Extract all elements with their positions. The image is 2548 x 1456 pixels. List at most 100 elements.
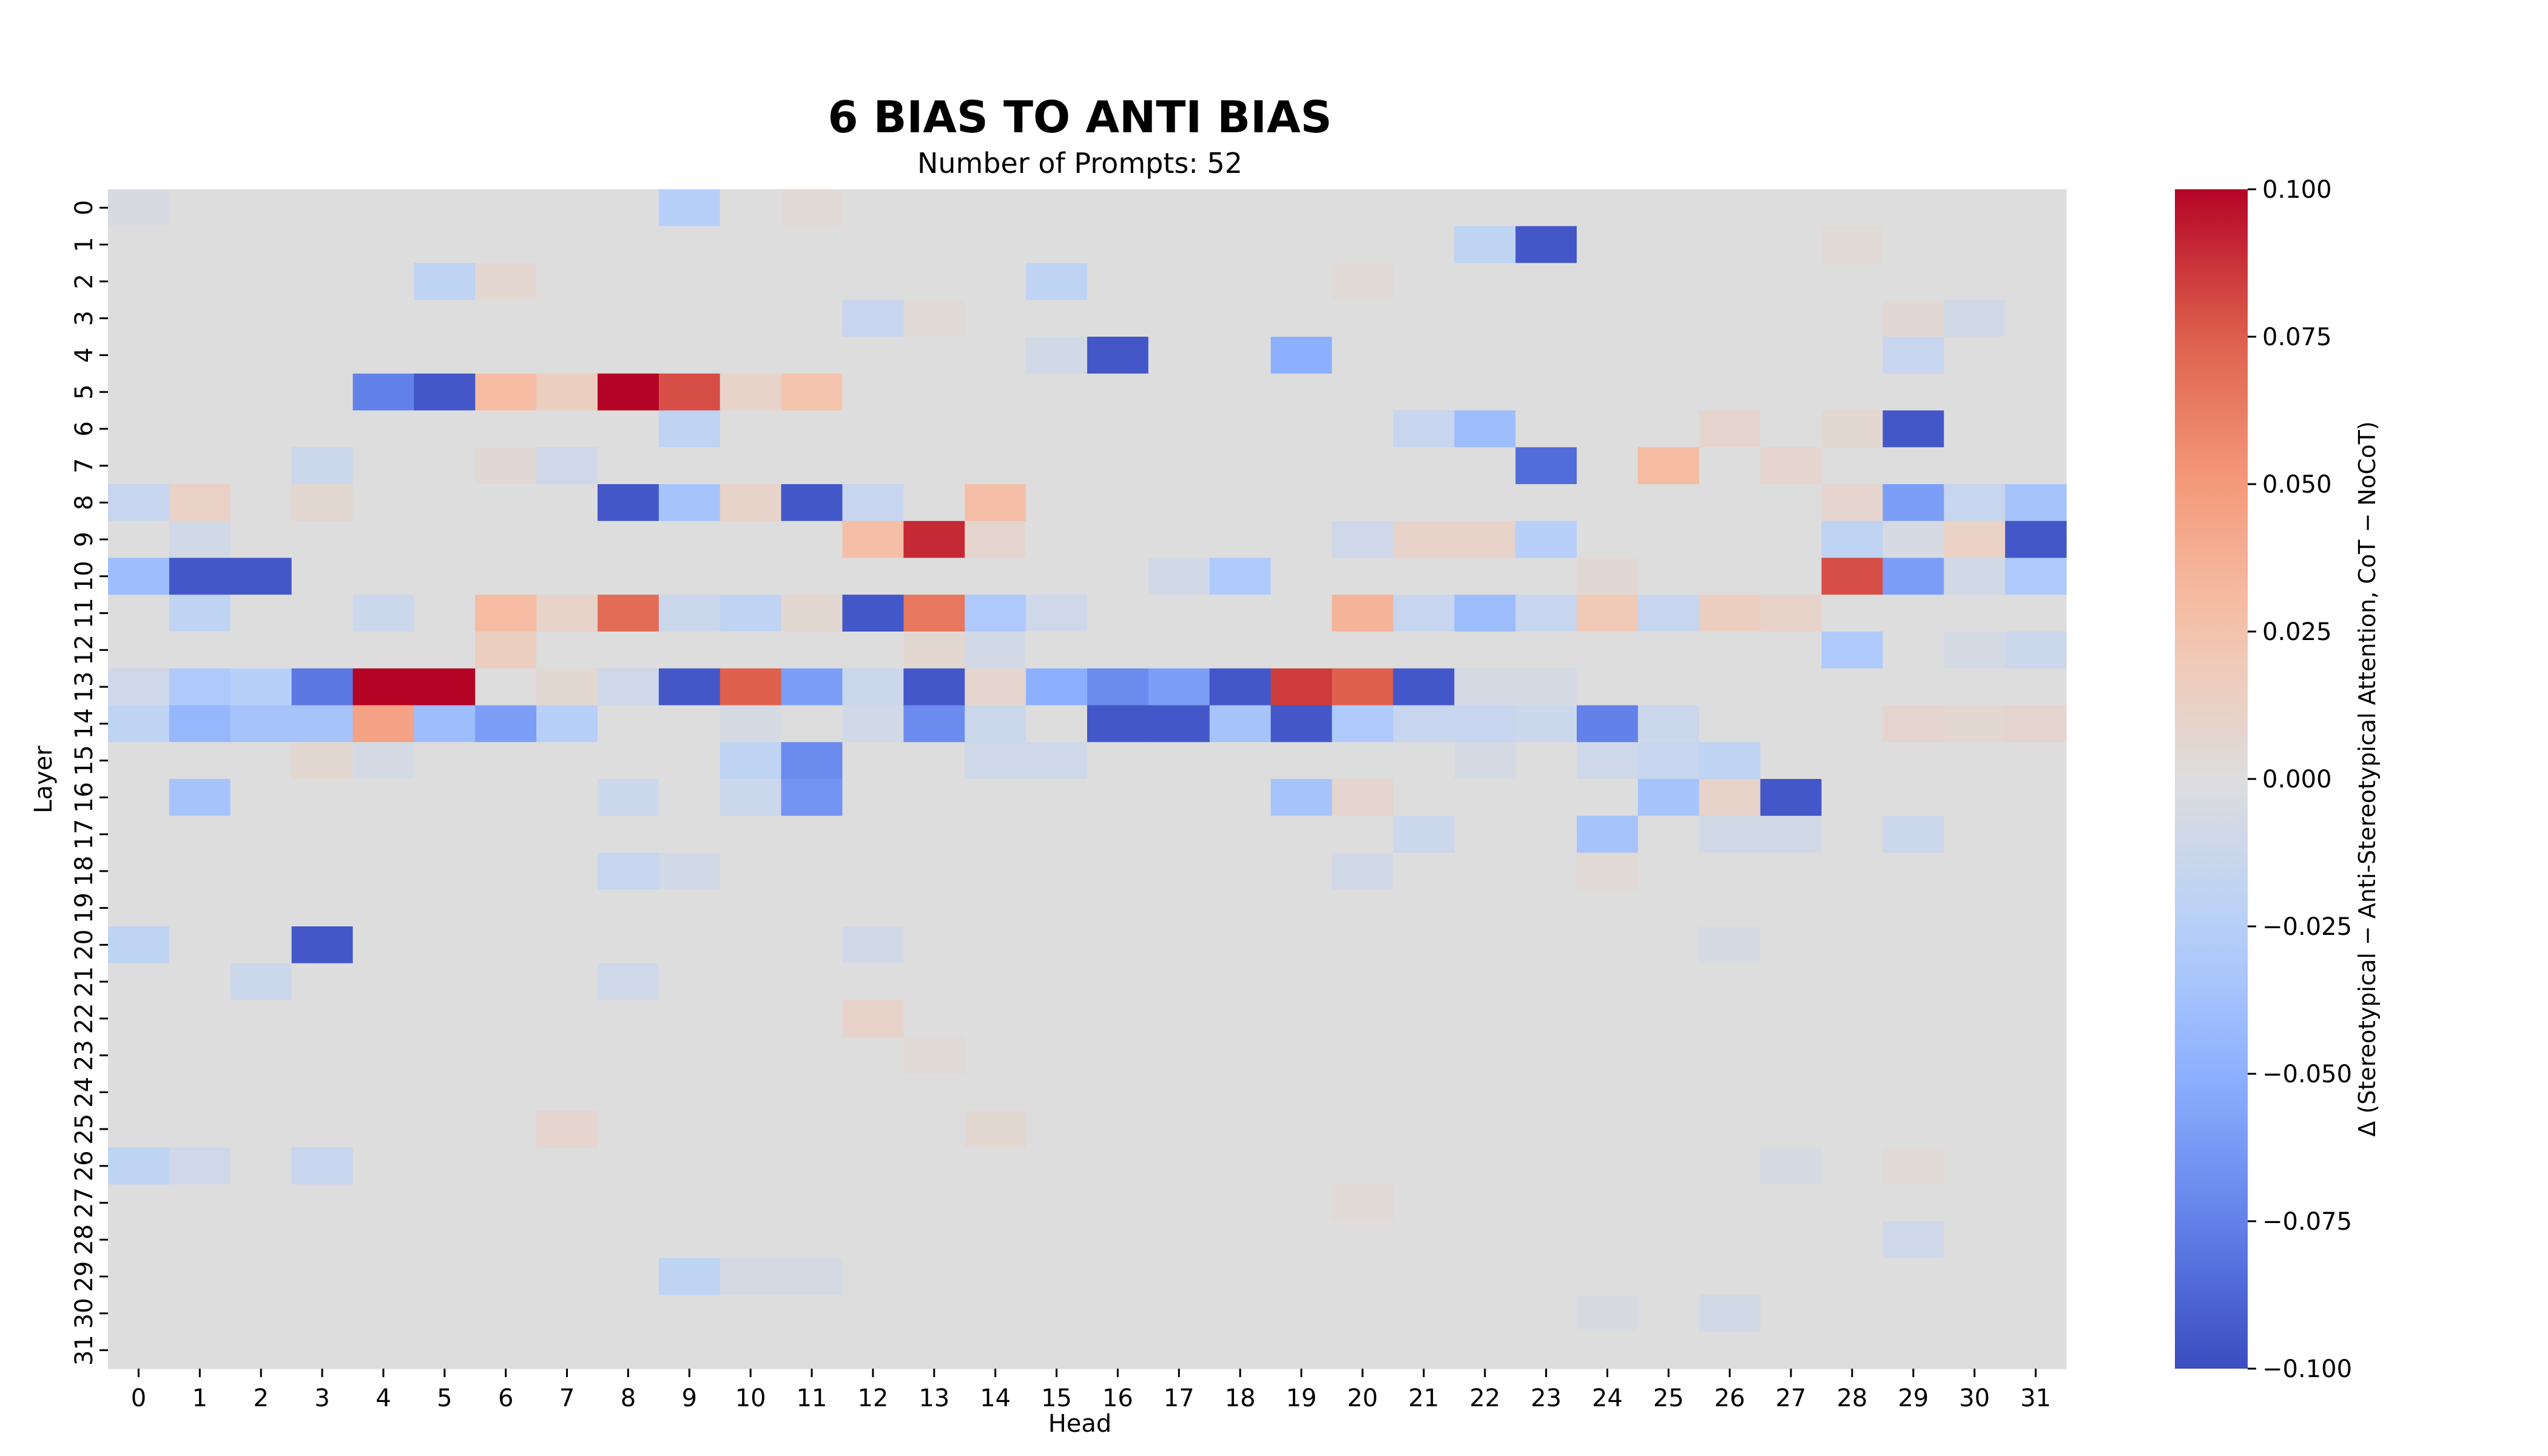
heatmap-cell-l10-h3 bbox=[291, 558, 354, 595]
heatmap-cell-l12-h29 bbox=[1882, 632, 1944, 669]
heatmap-cell-l28-h29 bbox=[1882, 1221, 1944, 1259]
heatmap-cell-l18-h31 bbox=[2005, 852, 2067, 890]
heatmap-cell-l20-h25 bbox=[1637, 926, 1700, 964]
heatmap-cell-l13-h8 bbox=[598, 668, 659, 706]
heatmap-cell-l26-h19 bbox=[1270, 1147, 1333, 1185]
heatmap-cell-l21-h20 bbox=[1332, 963, 1394, 1001]
heatmap-cell-l13-h2 bbox=[230, 668, 292, 706]
heatmap-cell-l19-h18 bbox=[1209, 889, 1272, 927]
heatmap-cell-l16-h1 bbox=[169, 779, 231, 817]
heatmap-cell-l9-h2 bbox=[230, 521, 292, 559]
heatmap-cell-l10-h4 bbox=[352, 558, 414, 595]
heatmap-cell-l1-h12 bbox=[842, 226, 904, 264]
heatmap-cell-l22-h7 bbox=[536, 1000, 598, 1037]
heatmap-cell-l20-h3 bbox=[291, 926, 354, 964]
heatmap-cell-l27-h31 bbox=[2005, 1184, 2067, 1222]
heatmap-cell-l11-h27 bbox=[1760, 595, 1822, 632]
heatmap-cell-l4-h6 bbox=[475, 337, 537, 374]
heatmap-cell-l5-h29 bbox=[1882, 373, 1944, 411]
heatmap-cell-l4-h14 bbox=[965, 337, 1026, 374]
heatmap-cell-l25-h12 bbox=[842, 1110, 904, 1148]
heatmap-cell-l5-h8 bbox=[598, 373, 659, 411]
heatmap-cell-l22-h28 bbox=[1821, 1000, 1883, 1037]
heatmap-cell-l23-h19 bbox=[1270, 1037, 1333, 1074]
heatmap-cell-l29-h2 bbox=[230, 1258, 292, 1296]
heatmap-cell-l26-h1 bbox=[169, 1147, 231, 1185]
heatmap-cell-l8-h19 bbox=[1270, 484, 1333, 522]
heatmap-cell-l27-h27 bbox=[1760, 1184, 1822, 1222]
heatmap-cell-l7-h17 bbox=[1148, 447, 1210, 485]
heatmap-cells bbox=[108, 189, 2067, 1369]
heatmap-cell-l4-h25 bbox=[1637, 337, 1700, 374]
heatmap-cell-l21-h30 bbox=[1944, 963, 2006, 1001]
heatmap-cell-l17-h13 bbox=[903, 815, 965, 854]
heatmap-cell-l22-h24 bbox=[1577, 1000, 1639, 1037]
x-tick-label: 27 bbox=[1776, 1384, 1807, 1412]
heatmap-cell-l6-h25 bbox=[1637, 410, 1700, 448]
heatmap-cell-l29-h7 bbox=[536, 1258, 598, 1296]
heatmap-cell-l0-h29 bbox=[1882, 189, 1944, 227]
heatmap-cell-l23-h31 bbox=[2005, 1037, 2067, 1074]
heatmap-cell-l26-h25 bbox=[1637, 1147, 1700, 1185]
heatmap-cell-l25-h7 bbox=[536, 1110, 598, 1148]
heatmap-cell-l23-h17 bbox=[1148, 1037, 1210, 1074]
heatmap-cell-l9-h1 bbox=[169, 521, 231, 559]
heatmap-cell-l31-h3 bbox=[291, 1332, 354, 1369]
heatmap-cell-l15-h6 bbox=[475, 742, 537, 780]
heatmap-cell-l10-h6 bbox=[475, 558, 537, 595]
heatmap-cell-l7-h11 bbox=[781, 447, 843, 485]
heatmap-cell-l25-h21 bbox=[1393, 1110, 1455, 1148]
heatmap-cell-l27-h8 bbox=[598, 1184, 659, 1222]
heatmap-cell-l4-h8 bbox=[598, 337, 659, 374]
heatmap-cell-l20-h7 bbox=[536, 926, 598, 964]
heatmap-cell-l12-h3 bbox=[291, 632, 354, 669]
heatmap-cell-l31-h29 bbox=[1882, 1332, 1944, 1369]
colorbar bbox=[2175, 189, 2248, 1369]
heatmap-cell-l16-h15 bbox=[1026, 779, 1088, 817]
heatmap-cell-l22-h0 bbox=[108, 1000, 170, 1037]
heatmap-cell-l5-h19 bbox=[1270, 373, 1333, 411]
heatmap-cell-l25-h1 bbox=[169, 1110, 231, 1148]
heatmap-cell-l7-h19 bbox=[1270, 447, 1333, 485]
x-tick-label: 1 bbox=[192, 1384, 207, 1412]
heatmap-cell-l21-h26 bbox=[1699, 963, 1761, 1001]
heatmap-cell-l27-h9 bbox=[658, 1184, 721, 1222]
x-tick-label: 22 bbox=[1469, 1384, 1500, 1412]
heatmap-cell-l17-h19 bbox=[1270, 815, 1333, 854]
heatmap-cell-l10-h18 bbox=[1209, 558, 1272, 595]
heatmap-cell-l13-h25 bbox=[1637, 668, 1700, 706]
heatmap-cell-l1-h9 bbox=[658, 226, 721, 264]
heatmap-cell-l30-h29 bbox=[1882, 1295, 1944, 1332]
heatmap-cell-l6-h9 bbox=[658, 410, 721, 448]
heatmap-cell-l3-h31 bbox=[2005, 300, 2067, 337]
y-tick-label: 0 bbox=[70, 200, 98, 215]
y-tick-label: 17 bbox=[70, 819, 98, 850]
heatmap-cell-l23-h22 bbox=[1454, 1037, 1516, 1074]
heatmap-cell-l21-h14 bbox=[965, 963, 1026, 1001]
heatmap-cell-l23-h6 bbox=[475, 1037, 537, 1074]
heatmap-cell-l7-h21 bbox=[1393, 447, 1455, 485]
heatmap-cell-l21-h10 bbox=[720, 963, 782, 1001]
heatmap-cell-l6-h29 bbox=[1882, 410, 1944, 448]
heatmap-cell-l6-h14 bbox=[965, 410, 1026, 448]
heatmap-cell-l31-h30 bbox=[1944, 1332, 2006, 1369]
heatmap-cell-l30-h18 bbox=[1209, 1295, 1272, 1332]
heatmap-cell-l24-h29 bbox=[1882, 1074, 1944, 1111]
heatmap-cell-l24-h31 bbox=[2005, 1074, 2067, 1111]
heatmap-cell-l6-h31 bbox=[2005, 410, 2067, 448]
heatmap-cell-l5-h15 bbox=[1026, 373, 1088, 411]
heatmap-cell-l21-h24 bbox=[1577, 963, 1639, 1001]
heatmap-cell-l29-h24 bbox=[1577, 1258, 1639, 1296]
heatmap-cell-l23-h14 bbox=[965, 1037, 1026, 1074]
heatmap-cell-l15-h26 bbox=[1699, 742, 1761, 780]
heatmap-cell-l0-h18 bbox=[1209, 189, 1272, 227]
heatmap-cell-l26-h27 bbox=[1760, 1147, 1822, 1185]
heatmap-cell-l3-h16 bbox=[1087, 300, 1149, 337]
heatmap-cell-l25-h6 bbox=[475, 1110, 537, 1148]
heatmap-cell-l13-h29 bbox=[1882, 668, 1944, 706]
heatmap-cell-l21-h16 bbox=[1087, 963, 1149, 1001]
heatmap-cell-l27-h17 bbox=[1148, 1184, 1210, 1222]
y-tick-label: 21 bbox=[70, 966, 98, 997]
heatmap-cell-l1-h21 bbox=[1393, 226, 1455, 264]
heatmap-cell-l9-h8 bbox=[598, 521, 659, 559]
